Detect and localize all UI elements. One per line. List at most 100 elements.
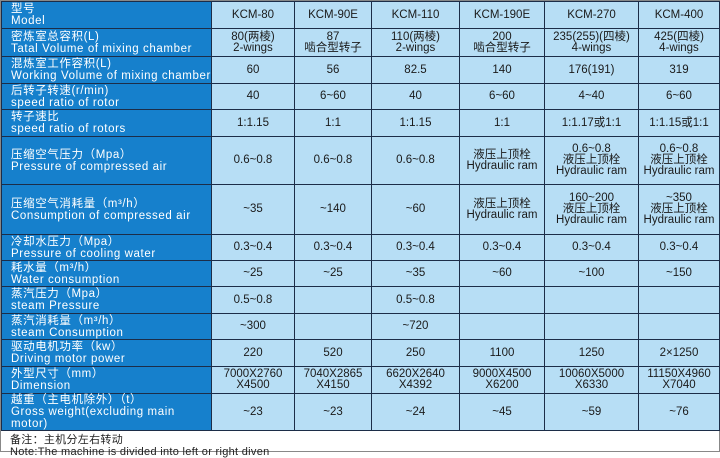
value-cell: 7000X2760 X4500	[211, 366, 295, 394]
value-cell: 0.6~0.8	[211, 136, 295, 185]
value-cell: 4~40	[544, 83, 639, 110]
value-cell	[638, 286, 720, 314]
value-cell: ~35	[371, 260, 460, 287]
model-header-cell: KCM-110	[371, 1, 460, 29]
value-cell	[544, 313, 639, 340]
row-label: 蒸汽压力（Mpa） steam Pressure	[1, 286, 212, 314]
row-label: 压缩空气压力（Mpa） Pressure of compressed air	[1, 136, 212, 185]
value-cell: 200 啮合型转子	[459, 28, 545, 57]
value-cell: 520	[294, 339, 372, 367]
spec-table: 型号 Model KCM-80 KCM-90E KCM-110 KCM-190E KCM-…	[1, 1, 720, 431]
table-row: 压缩空气消耗量（m³/h） Consumption of compressed …	[1, 184, 720, 235]
value-cell: 56	[294, 56, 372, 84]
row-label: 转子速比 speed ratio of rotors	[1, 109, 212, 137]
row-label: 密炼室总容积(L) Tatal Volume of mixing chamber	[1, 28, 212, 57]
value-cell: ~300	[211, 313, 295, 340]
table-row: 后转子转速(r/min) speed ratio of rotor 40 6~60 4…	[1, 83, 720, 110]
table-row: 混炼室工作容积(L) Working Volume of mixing cham…	[1, 56, 720, 84]
value-cell: ~76	[638, 393, 720, 431]
row-label: 后转子转速(r/min) speed ratio of rotor	[1, 83, 212, 110]
value-cell: 140	[459, 56, 545, 84]
table-row: 冷却水压力（Mpa） Pressure of cooling water 0.3~…	[1, 234, 720, 261]
value-cell: ~150	[638, 260, 720, 287]
table-row: 蒸汽压力（Mpa） steam Pressure 0.5~0.8 0.5~0.8	[1, 286, 720, 314]
value-cell: 6~60	[459, 83, 545, 110]
value-cell: 0.3~0.4	[459, 234, 545, 261]
value-cell: 235(255)(四棱) 4-wings	[544, 28, 639, 57]
value-cell	[459, 313, 545, 340]
value-cell: 6620X2640 X4392	[371, 366, 460, 394]
value-cell: 0.3~0.4	[638, 234, 720, 261]
value-cell: ~350 液压上顶栓 Hydraulic ram	[638, 184, 720, 235]
row-label: 蒸汽消耗量（m³/h） steam Consumption	[1, 313, 212, 340]
value-cell: 176(191)	[544, 56, 639, 84]
model-header-cell: KCM-400	[638, 1, 720, 29]
value-cell: 1:1.15	[371, 109, 460, 137]
value-cell: 9000X4500 X6200	[459, 366, 545, 394]
model-header-cell: KCM-190E	[459, 1, 545, 29]
value-cell: ~59	[544, 393, 639, 431]
value-cell: ~23	[294, 393, 372, 431]
table-row: 耗水量（m³/h） Water consumption ~25 ~25 ~35 ~60 ~…	[1, 260, 720, 287]
row-label: 驱动电机功率（kw） Driving motor power	[1, 339, 212, 367]
header-row: 型号 Model KCM-80 KCM-90E KCM-110 KCM-190E KCM-…	[1, 1, 720, 29]
value-cell: 80(两棱) 2-wings	[211, 28, 295, 57]
note-zh: 备注：主机分左右转动	[10, 434, 123, 446]
row-label: 型号 Model	[1, 1, 212, 29]
value-cell: 319	[638, 56, 720, 84]
value-cell: ~100	[544, 260, 639, 287]
value-cell: 0.3~0.4	[544, 234, 639, 261]
value-cell	[544, 286, 639, 314]
value-cell: 425(四棱) 4-wings	[638, 28, 720, 57]
value-cell: 160~200 液压上顶栓 Hydraulic ram	[544, 184, 639, 235]
value-cell: 110(两棱) 2-wings	[371, 28, 460, 57]
value-cell: 6~60	[638, 83, 720, 110]
row-label: 外型尺寸（mm） Dimension	[1, 366, 212, 394]
value-cell	[459, 286, 545, 314]
value-cell: 1:1.17或1:1	[544, 109, 639, 137]
table-row: 密炼室总容积(L) Tatal Volume of mixing chamber…	[1, 28, 720, 57]
value-cell: 1250	[544, 339, 639, 367]
table-row: 转子速比 speed ratio of rotors 1:1.15 1:1 1:1.1…	[1, 109, 720, 137]
value-cell: 10060X5000 X6330	[544, 366, 639, 394]
value-cell: 1:1.15或1:1	[638, 109, 720, 137]
value-cell: 87 啮合型转子	[294, 28, 372, 57]
model-header-cell: KCM-90E	[294, 1, 372, 29]
table-row: 压缩空气压力（Mpa） Pressure of compressed air 0.…	[1, 136, 720, 185]
value-cell: ~25	[211, 260, 295, 287]
table-row: 外型尺寸（mm） Dimension 7000X2760 X4500 7040X28…	[1, 366, 720, 394]
table-row: 蒸汽消耗量（m³/h） steam Consumption ~300 ~720	[1, 313, 720, 340]
table-row: 驱动电机功率（kw） Driving motor power 220 520 250 1…	[1, 339, 720, 367]
value-cell: 7040X2865 X4150	[294, 366, 372, 394]
model-header-cell: KCM-80	[211, 1, 295, 29]
value-cell: 液压上顶栓 Hydraulic ram	[459, 184, 545, 235]
value-cell: 60	[211, 56, 295, 84]
row-label: 耗水量（m³/h） Water consumption	[1, 260, 212, 287]
value-cell: ~23	[211, 393, 295, 431]
value-cell: 40	[371, 83, 460, 110]
value-cell: 液压上顶栓 Hydraulic ram	[459, 136, 545, 185]
value-cell: ~140	[294, 184, 372, 235]
value-cell: 40	[211, 83, 295, 110]
value-cell: ~25	[294, 260, 372, 287]
value-cell: 1:1	[459, 109, 545, 137]
value-cell: ~45	[459, 393, 545, 431]
value-cell: 1:1	[294, 109, 372, 137]
value-cell: 0.3~0.4	[294, 234, 372, 261]
value-cell	[294, 313, 372, 340]
value-cell: 0.6~0.8	[294, 136, 372, 185]
value-cell: 0.3~0.4	[211, 234, 295, 261]
value-cell: ~60	[459, 260, 545, 287]
value-cell: 2×1250	[638, 339, 720, 367]
value-cell: 0.3~0.4	[371, 234, 460, 261]
value-cell: 0.6~0.8	[371, 136, 460, 185]
note-en: Note:The machine is divided into left or…	[10, 446, 270, 458]
value-cell: 0.5~0.8	[211, 286, 295, 314]
value-cell	[294, 286, 372, 314]
value-cell: 1:1.15	[211, 109, 295, 137]
row-label: 压缩空气消耗量（m³/h） Consumption of compressed …	[1, 184, 212, 235]
row-label: 越重（主电机除外）（t） Gross weight(excluding main…	[1, 393, 212, 431]
value-cell: 220	[211, 339, 295, 367]
value-cell: ~35	[211, 184, 295, 235]
